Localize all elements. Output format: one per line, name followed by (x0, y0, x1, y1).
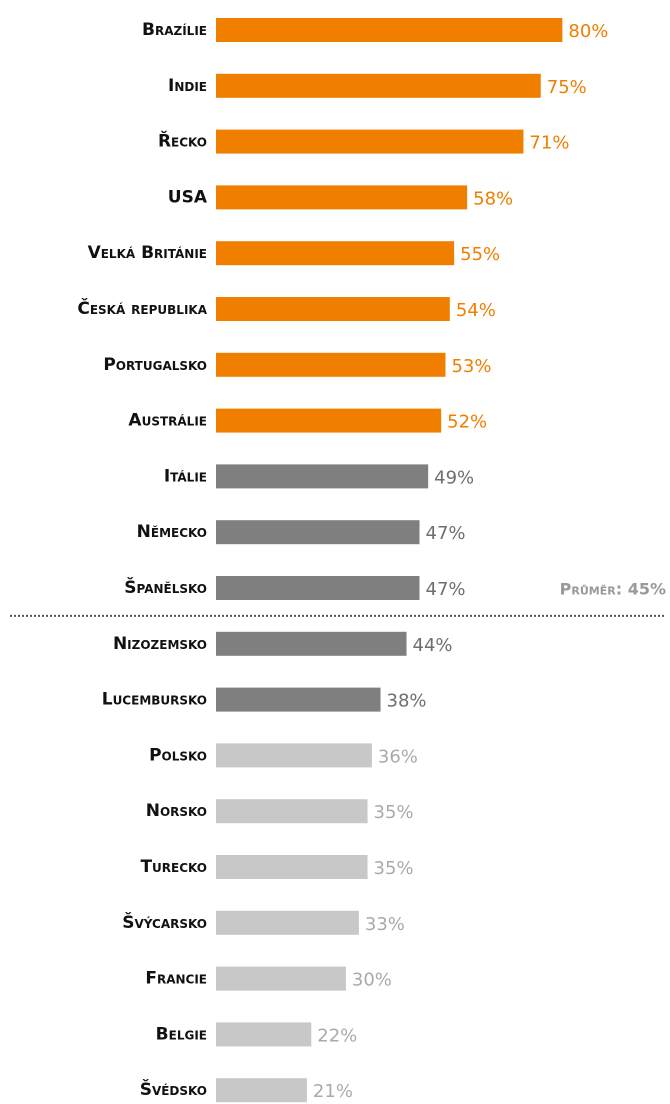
category-label: Švédsko (140, 1078, 207, 1100)
average-label: Průměr: 45% (560, 580, 666, 599)
value-label: 80% (568, 21, 608, 42)
category-label: Řecko (158, 130, 207, 152)
value-label: 35% (374, 802, 414, 823)
category-label: Velká Británie (88, 243, 207, 263)
bar (216, 1022, 312, 1047)
category-label: Nizozemsko (113, 634, 207, 654)
bar (216, 18, 563, 42)
bar (216, 520, 420, 545)
bar (216, 966, 346, 991)
bar (216, 855, 368, 879)
value-label: 33% (365, 914, 405, 935)
value-label: 54% (456, 300, 496, 321)
value-label: 53% (451, 356, 491, 377)
category-label: Německo (137, 522, 207, 542)
value-label: 44% (413, 635, 453, 656)
value-label: 58% (473, 188, 513, 209)
category-label: Švýcarsko (122, 911, 207, 933)
value-label: 22% (317, 1025, 357, 1046)
bar (216, 631, 407, 656)
bar (216, 352, 446, 377)
value-label: 71% (529, 133, 569, 154)
category-label: USA (168, 187, 208, 207)
value-label: 30% (352, 970, 392, 991)
category-label: Austrálie (128, 411, 207, 431)
category-label: Polsko (149, 745, 207, 765)
category-label: Česká republika (77, 297, 207, 319)
category-label: Španělsko (124, 576, 207, 598)
category-label: Portugalsko (103, 355, 207, 375)
category-label: Norsko (146, 801, 207, 821)
bar (216, 408, 442, 433)
value-label: 38% (387, 691, 427, 712)
category-label: Francie (145, 969, 207, 989)
bar (216, 185, 468, 210)
category-label: Turecko (140, 857, 207, 877)
bar (216, 241, 455, 266)
category-label: Indie (168, 76, 207, 96)
bar (216, 464, 429, 489)
bar (216, 687, 381, 712)
value-label: 52% (447, 412, 487, 433)
value-label: 75% (547, 77, 587, 98)
value-label: 47% (426, 579, 466, 600)
bar (216, 910, 359, 935)
bar (216, 799, 368, 824)
bar (216, 576, 420, 600)
value-label: 36% (378, 746, 418, 767)
bar (216, 1078, 307, 1103)
value-label: 49% (434, 467, 474, 488)
bar (216, 129, 524, 154)
category-label: Brazílie (142, 20, 207, 40)
value-label: 35% (374, 858, 414, 879)
category-label: Lucembursko (102, 690, 207, 710)
bar (216, 743, 372, 768)
value-label: 47% (426, 523, 466, 544)
value-label: 55% (460, 244, 500, 265)
bar (216, 73, 541, 98)
category-label: Belgie (156, 1024, 207, 1044)
category-label: Itálie (164, 466, 207, 486)
value-label: 21% (313, 1081, 353, 1102)
bar (216, 297, 450, 321)
